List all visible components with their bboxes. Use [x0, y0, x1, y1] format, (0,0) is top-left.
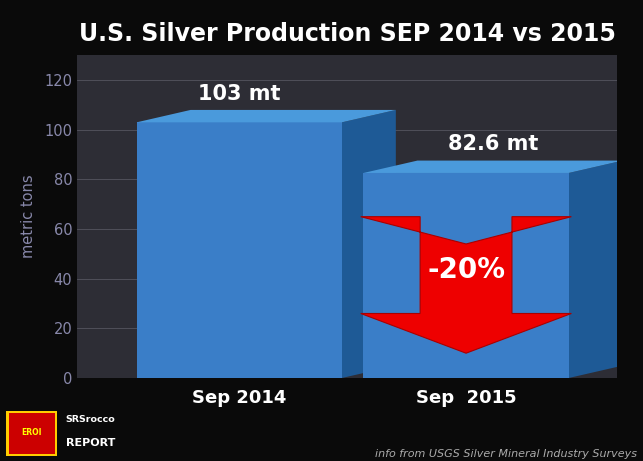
FancyBboxPatch shape — [6, 410, 57, 456]
Polygon shape — [136, 122, 342, 378]
Text: EROI: EROI — [22, 428, 42, 437]
Polygon shape — [361, 217, 572, 353]
Polygon shape — [363, 160, 622, 173]
Polygon shape — [136, 110, 396, 122]
Text: -20%: -20% — [427, 256, 505, 284]
Title: U.S. Silver Production SEP 2014 vs 2015: U.S. Silver Production SEP 2014 vs 2015 — [79, 23, 615, 47]
Text: 103 mt: 103 mt — [198, 84, 280, 104]
Polygon shape — [342, 110, 396, 378]
Polygon shape — [568, 160, 622, 378]
Text: REPORT: REPORT — [66, 438, 115, 449]
Text: 82.6 mt: 82.6 mt — [448, 134, 538, 154]
Y-axis label: metric tons: metric tons — [21, 175, 36, 259]
Text: info from USGS Silver Mineral Industry Surveys: info from USGS Silver Mineral Industry S… — [375, 449, 637, 459]
Polygon shape — [363, 173, 568, 378]
Text: SRSrocco: SRSrocco — [66, 414, 116, 424]
FancyBboxPatch shape — [9, 413, 55, 454]
